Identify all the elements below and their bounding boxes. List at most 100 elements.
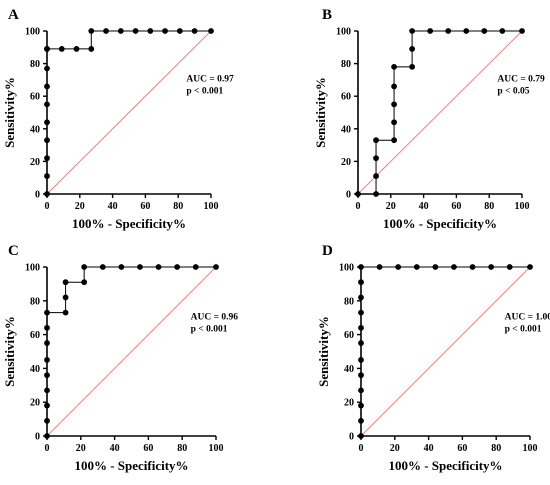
x-tick-label: 80 <box>173 201 183 212</box>
panel-B: B 0 20 40 60 80 100 0 20 40 60 80 100 100% - Specific… <box>313 7 545 231</box>
y-tick-label: 20 <box>30 157 40 168</box>
roc-point <box>99 264 106 270</box>
roc-point <box>358 324 364 331</box>
roc-point <box>358 402 364 409</box>
x-tick-label: 20 <box>390 443 400 454</box>
roc-point <box>451 264 457 270</box>
x-tick-label: 0 <box>45 201 50 212</box>
y-tick-label: 100 <box>339 263 354 274</box>
x-tick-label: 60 <box>451 201 461 212</box>
roc-point <box>44 101 50 108</box>
p-value-annotation: p < 0.001 <box>505 324 542 334</box>
roc-point <box>62 279 69 286</box>
roc-point <box>44 46 50 52</box>
roc-point <box>44 340 50 346</box>
roc-point <box>208 28 214 34</box>
y-tick-label: 80 <box>30 59 40 70</box>
roc-point <box>358 279 364 286</box>
roc-point <box>358 433 364 439</box>
x-tick-label: 20 <box>386 201 396 212</box>
x-tick-label: 20 <box>76 443 86 454</box>
roc-point <box>373 155 379 162</box>
x-tick-label: 0 <box>359 443 364 454</box>
y-tick-label: 60 <box>341 92 351 103</box>
roc-point <box>155 264 162 270</box>
roc-point <box>44 309 50 316</box>
reference-line <box>357 30 523 195</box>
roc-point <box>147 28 154 34</box>
roc-point <box>358 340 364 346</box>
roc-point <box>62 294 69 301</box>
roc-point <box>373 137 379 144</box>
x-tick-label: 60 <box>140 201 150 212</box>
y-tick-label: 80 <box>344 296 354 307</box>
roc-point <box>192 264 199 270</box>
panel-D: D 0 20 40 60 80 100 0 20 40 60 80 100 100% - Specific… <box>316 243 550 473</box>
roc-point <box>445 28 452 34</box>
auc-annotation: AUC = 0.79 <box>497 75 545 85</box>
roc-point <box>44 155 50 162</box>
roc-point <box>376 264 383 270</box>
roc-point <box>44 372 50 379</box>
panel-C: C 0 20 40 60 80 100 0 20 40 60 80 100 100% - Specific… <box>2 243 238 473</box>
x-tick-label: 40 <box>419 201 429 212</box>
roc-point <box>409 28 416 34</box>
x-axis-label: 100% - Specificity% <box>72 216 186 231</box>
roc-point <box>391 83 397 90</box>
roc-point <box>44 83 50 90</box>
y-tick-label: 80 <box>341 59 351 70</box>
roc-point <box>519 28 525 34</box>
roc-point <box>174 264 181 270</box>
panel-letter: B <box>322 7 332 23</box>
panel-letter: A <box>8 7 19 23</box>
y-tick-label: 0 <box>35 432 40 443</box>
x-tick-label: 60 <box>143 443 153 454</box>
y-tick-label: 100 <box>336 27 351 38</box>
y-tick-label: 0 <box>349 432 354 443</box>
y-tick-label: 100 <box>25 263 40 274</box>
roc-point <box>137 264 143 270</box>
roc-point <box>506 264 513 270</box>
roc-point <box>432 264 439 270</box>
y-tick-label: 100 <box>25 27 40 38</box>
y-tick-label: 60 <box>30 330 40 341</box>
x-axis-label: 100% - Specificity% <box>388 458 502 473</box>
reference-line <box>46 30 212 195</box>
y-axis-label: Sensitivity% <box>2 77 17 148</box>
x-tick-label: 40 <box>424 443 434 454</box>
y-tick-label: 0 <box>35 190 40 201</box>
x-tick-label: 80 <box>484 201 494 212</box>
y-tick-label: 40 <box>341 124 351 135</box>
roc-point <box>395 264 402 270</box>
y-tick-label: 20 <box>30 398 40 409</box>
auc-annotation: AUC = 1.00 <box>505 312 550 322</box>
roc-point <box>373 191 379 197</box>
roc-point <box>413 264 420 270</box>
roc-point <box>499 28 506 34</box>
roc-point <box>391 63 397 70</box>
roc-point <box>481 28 488 34</box>
roc-point <box>44 137 50 144</box>
roc-point <box>469 264 476 270</box>
x-tick-label: 100 <box>204 201 219 212</box>
panel-A: A 0 20 40 60 80 100 0 20 40 60 80 100 100% - Specific… <box>2 7 234 231</box>
y-axis-label: Sensitivity% <box>313 77 328 148</box>
roc-point <box>44 402 50 409</box>
x-tick-label: 20 <box>75 201 85 212</box>
roc-point <box>62 309 69 316</box>
auc-annotation: AUC = 0.97 <box>186 75 234 85</box>
roc-point <box>358 372 364 379</box>
auc-annotation: AUC = 0.96 <box>191 312 239 322</box>
roc-point <box>391 101 397 108</box>
x-tick-label: 40 <box>110 443 120 454</box>
roc-point <box>44 387 50 394</box>
roc-point <box>88 46 95 52</box>
y-axis-label: Sensitivity% <box>2 316 17 387</box>
x-tick-label: 80 <box>177 443 187 454</box>
roc-point <box>391 137 397 144</box>
roc-point <box>44 324 50 331</box>
roc-point <box>162 28 168 34</box>
y-tick-label: 60 <box>30 92 40 103</box>
x-tick-label: 100 <box>523 443 538 454</box>
